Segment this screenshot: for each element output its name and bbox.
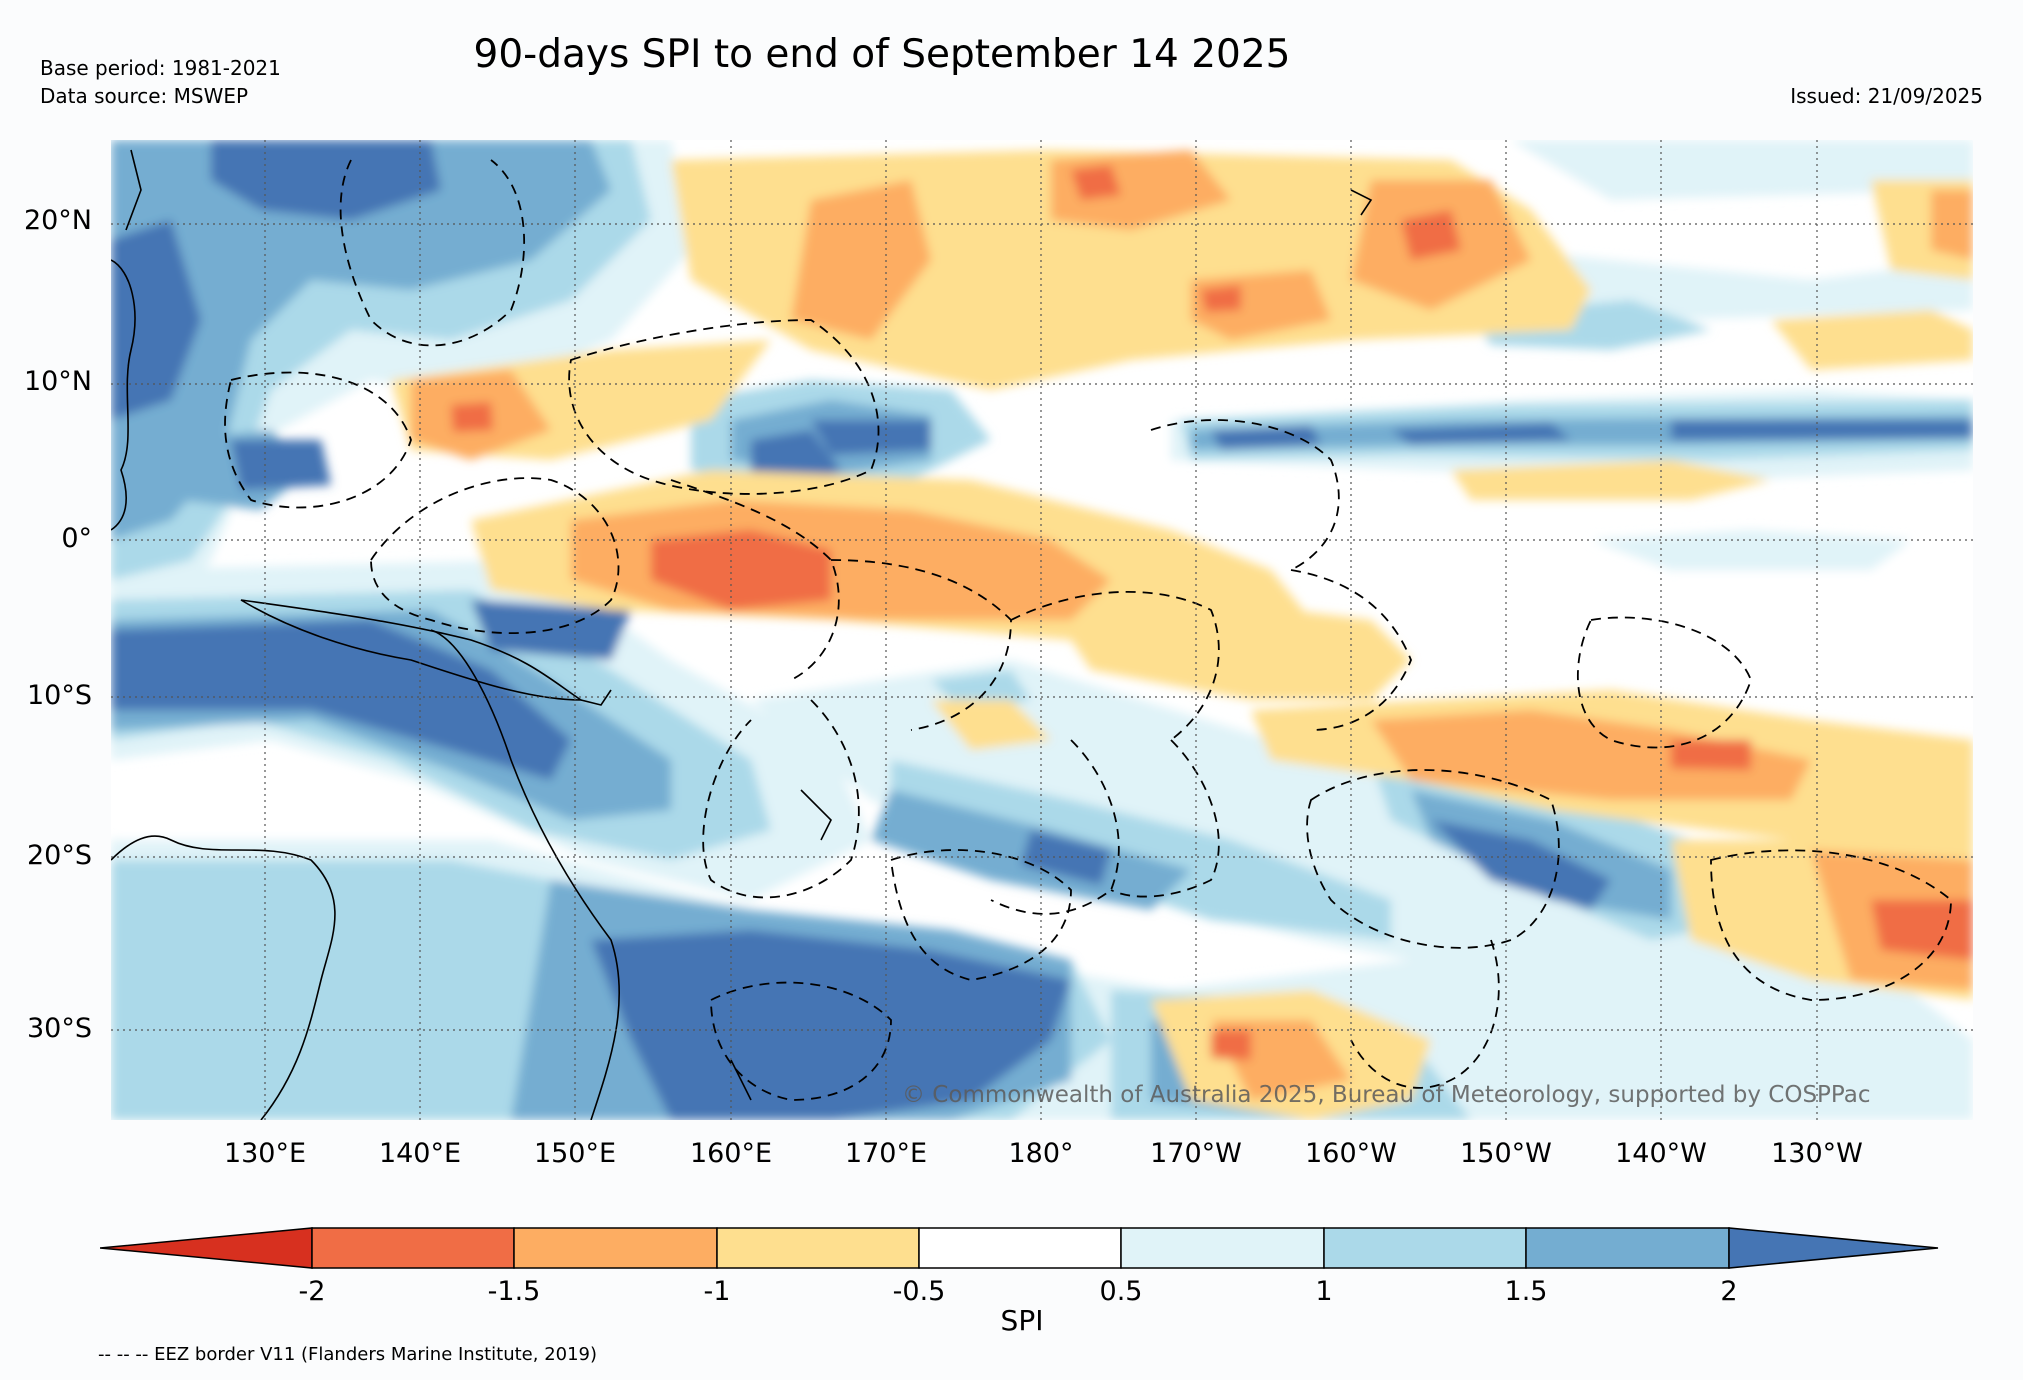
colorbar-tick: 1 xyxy=(1315,1276,1333,1307)
lat-label-20n: 20°N xyxy=(23,205,92,236)
colorbar-label: SPI xyxy=(1000,1304,1044,1337)
colorbar-tick: -1 xyxy=(703,1276,731,1307)
colorbar-segment-2-to-1.5 xyxy=(311,1227,515,1269)
lon-label-150e: 150°E xyxy=(533,1138,617,1169)
lon-label-160e: 160°E xyxy=(689,1138,773,1169)
lon-label-160w: 160°W xyxy=(1305,1138,1397,1169)
lon-label-150w: 150°W xyxy=(1460,1138,1552,1169)
lon-label-130e: 130°E xyxy=(223,1138,307,1169)
spi-map xyxy=(111,140,1973,1120)
lat-label-20s: 20°S xyxy=(27,840,92,871)
colorbar-tick: 0.5 xyxy=(1099,1276,1143,1307)
colorbar-tick: -0.5 xyxy=(892,1276,946,1307)
colorbar-segment-below-2 xyxy=(100,1227,313,1269)
lon-label-170w: 170°W xyxy=(1150,1138,1242,1169)
colorbar-tick: -1.5 xyxy=(487,1276,541,1307)
lon-label-130w: 130°W xyxy=(1771,1138,1863,1169)
colorbar-tick: 2 xyxy=(1720,1276,1738,1307)
lon-label-170e: 170°E xyxy=(844,1138,928,1169)
lat-label-10n: 10°N xyxy=(23,366,92,397)
lat-label-10s: 10°S xyxy=(27,680,92,711)
issued-date: Issued: 21/09/2025 xyxy=(1790,84,1983,108)
colorbar-segment-1-to-0.5 xyxy=(716,1227,920,1269)
lat-label-30s: 30°S xyxy=(27,1013,92,1044)
eez-legend-note: -- -- -- EEZ border V11 (Flanders Marine… xyxy=(98,1344,598,1365)
lon-label-140w: 140°W xyxy=(1615,1138,1707,1169)
colorbar-segment-0.5-to-1 xyxy=(1120,1227,1325,1269)
spi-field xyxy=(111,140,1973,1120)
colorbar-segment-neutral xyxy=(918,1227,1122,1269)
colorbar-segment-1.5-to-2 xyxy=(1525,1227,1730,1269)
lon-label-180: 180° xyxy=(1008,1138,1074,1169)
colorbar-tick: -2 xyxy=(298,1276,326,1307)
colorbar-segment-above-2 xyxy=(1728,1227,1939,1269)
base-period: Base period: 1981-2021 xyxy=(40,56,281,80)
copyright-notice: © Commonwealth of Australia 2025, Bureau… xyxy=(902,1082,1871,1108)
spi-colorbar xyxy=(100,1227,1939,1269)
lon-label-140e: 140°E xyxy=(378,1138,462,1169)
data-source: Data source: MSWEP xyxy=(40,84,249,108)
colorbar-tick: 1.5 xyxy=(1504,1276,1548,1307)
graticule xyxy=(111,140,1973,1120)
chart-title: 90-days SPI to end of September 14 2025 xyxy=(473,32,1291,77)
coastlines xyxy=(111,149,1373,1120)
lat-label-0: 0° xyxy=(61,523,92,554)
colorbar-segment-1.5-to-1 xyxy=(513,1227,718,1269)
colorbar-segment-1-to-1.5 xyxy=(1323,1227,1527,1269)
eez-borders xyxy=(224,159,1952,1101)
